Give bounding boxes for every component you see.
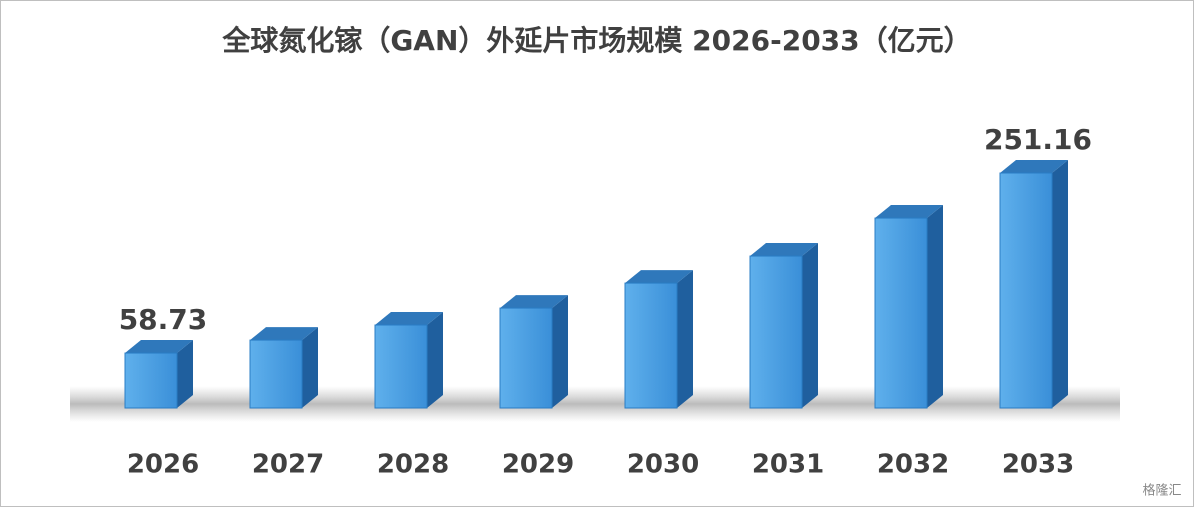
bar-top — [500, 295, 568, 309]
bar-side — [177, 340, 193, 408]
bar-top — [875, 205, 943, 219]
bar-side — [927, 205, 943, 408]
x-tick-label: 2028 — [377, 450, 449, 480]
x-tick-label: 2029 — [502, 450, 574, 480]
x-tick-label: 2033 — [1002, 450, 1074, 480]
x-tick-label: 2031 — [752, 450, 824, 480]
bar-top — [625, 270, 693, 284]
bar-top — [1000, 160, 1068, 173]
x-tick-label: 2027 — [252, 450, 324, 480]
bar-side — [677, 270, 693, 408]
bar-top — [750, 243, 818, 257]
bar — [624, 282, 678, 409]
bar-side — [1052, 160, 1068, 408]
bar — [874, 217, 928, 409]
bar — [124, 352, 178, 409]
data-label: 58.73 — [119, 303, 208, 336]
x-tick-label: 2030 — [627, 450, 699, 480]
bar-side — [552, 295, 568, 408]
bar-top — [250, 327, 318, 341]
bar — [249, 339, 303, 409]
x-tick-label: 2026 — [127, 450, 199, 480]
bar-top — [375, 312, 443, 326]
bar-side — [802, 243, 818, 408]
data-label: 251.16 — [984, 123, 1092, 156]
floor-shadow — [70, 386, 1120, 422]
bar-top — [125, 340, 193, 354]
bar-side — [427, 312, 443, 408]
bar-side — [302, 327, 318, 408]
watermark: 格隆汇 — [1142, 483, 1181, 499]
bar — [749, 255, 803, 409]
bar — [999, 172, 1053, 409]
chart-title: 全球氮化镓（GAN）外延片市场规模 2026-2033（亿元） — [221, 24, 971, 57]
bar — [499, 307, 553, 409]
bar — [374, 324, 428, 409]
x-tick-label: 2032 — [877, 450, 949, 480]
